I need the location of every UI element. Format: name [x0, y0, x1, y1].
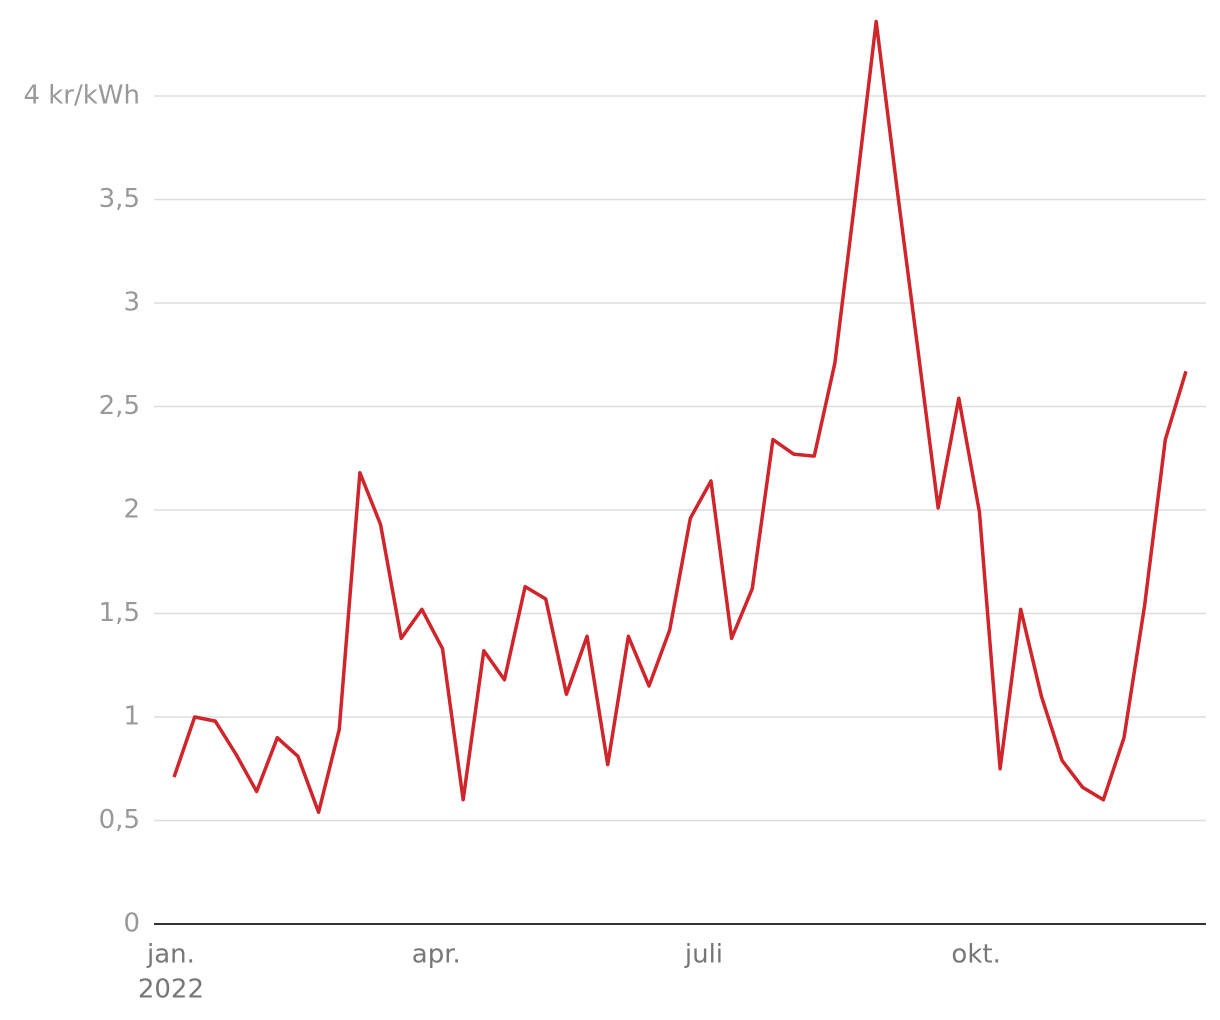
y-tick-label: 3: [123, 288, 140, 318]
y-tick-label: 2,5: [99, 391, 140, 421]
data-line: [172, 19, 1188, 814]
y-tick-label: 2: [123, 495, 140, 525]
y-tick-label: 4 kr/kWh: [23, 81, 140, 111]
x-tick-label: apr.: [412, 940, 461, 970]
y-tick-label: 1,5: [99, 598, 140, 628]
y-tick-label: 0,5: [99, 805, 140, 835]
y-tick-label: 3,5: [99, 184, 140, 214]
y-tick-label: 1: [123, 702, 140, 732]
y-tick-label: 0: [123, 909, 140, 939]
x-tick-label: jan.: [146, 940, 195, 970]
x-year-label: 2022: [138, 975, 204, 1005]
x-tick-label: okt.: [951, 940, 1000, 970]
x-tick-label: juli: [684, 940, 723, 970]
